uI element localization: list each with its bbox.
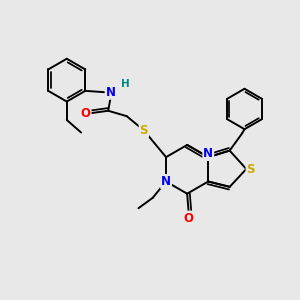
Text: O: O [81, 106, 91, 120]
Text: N: N [106, 86, 116, 99]
Text: O: O [184, 212, 194, 225]
Text: S: S [247, 163, 255, 176]
Text: S: S [140, 124, 148, 137]
Text: H: H [121, 79, 130, 89]
Text: N: N [161, 175, 171, 188]
Text: N: N [203, 147, 213, 160]
